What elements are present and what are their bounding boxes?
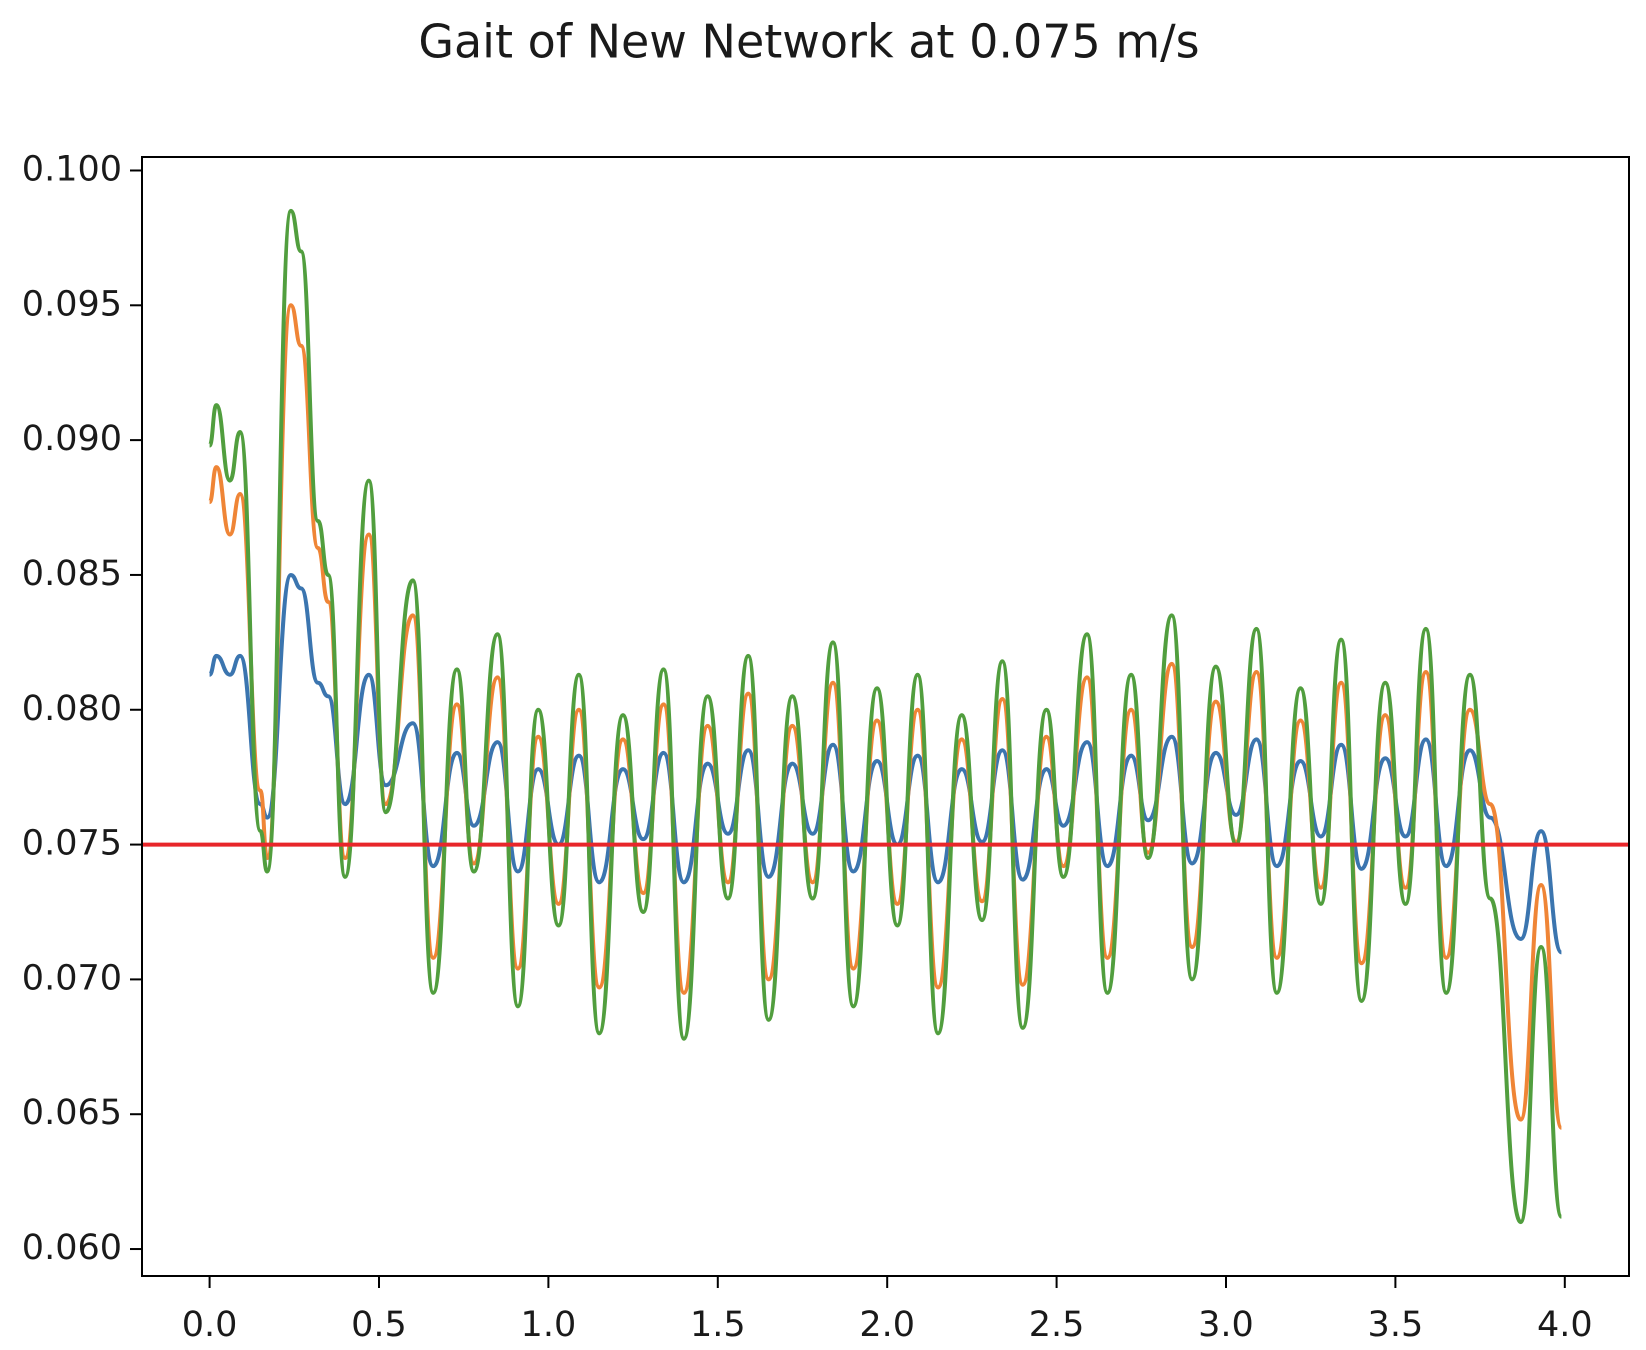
x-tick-label: 0.0 — [182, 1305, 238, 1345]
x-tick-label: 0.5 — [351, 1305, 407, 1345]
data-line — [207, 208, 1564, 1225]
chart-title: Gait of New Network at 0.075 m/s — [418, 15, 1199, 69]
data-line — [207, 303, 1564, 1130]
y-tick-label: 0.085 — [22, 554, 122, 594]
plot-frame — [141, 156, 1630, 1277]
y-tick-label: 0.075 — [22, 824, 122, 864]
x-tick-label: 3.0 — [1198, 1305, 1254, 1345]
y-tick-label: 0.060 — [22, 1228, 122, 1268]
x-tick-label: 4.0 — [1537, 1305, 1593, 1345]
data-line — [208, 572, 1564, 955]
y-tick-label: 0.065 — [22, 1093, 122, 1133]
x-tick-label: 2.5 — [1029, 1305, 1085, 1345]
x-tick-label: 1.0 — [521, 1305, 577, 1345]
y-tick-label: 0.090 — [22, 419, 122, 459]
y-tick-label: 0.070 — [22, 958, 122, 998]
x-tick-label: 1.5 — [690, 1305, 746, 1345]
y-tick-label: 0.095 — [22, 284, 122, 324]
x-tick-label: 2.0 — [859, 1305, 915, 1345]
y-tick-label: 0.080 — [22, 689, 122, 729]
x-tick-label: 3.5 — [1368, 1305, 1424, 1345]
y-tick-label: 0.100 — [22, 149, 122, 189]
